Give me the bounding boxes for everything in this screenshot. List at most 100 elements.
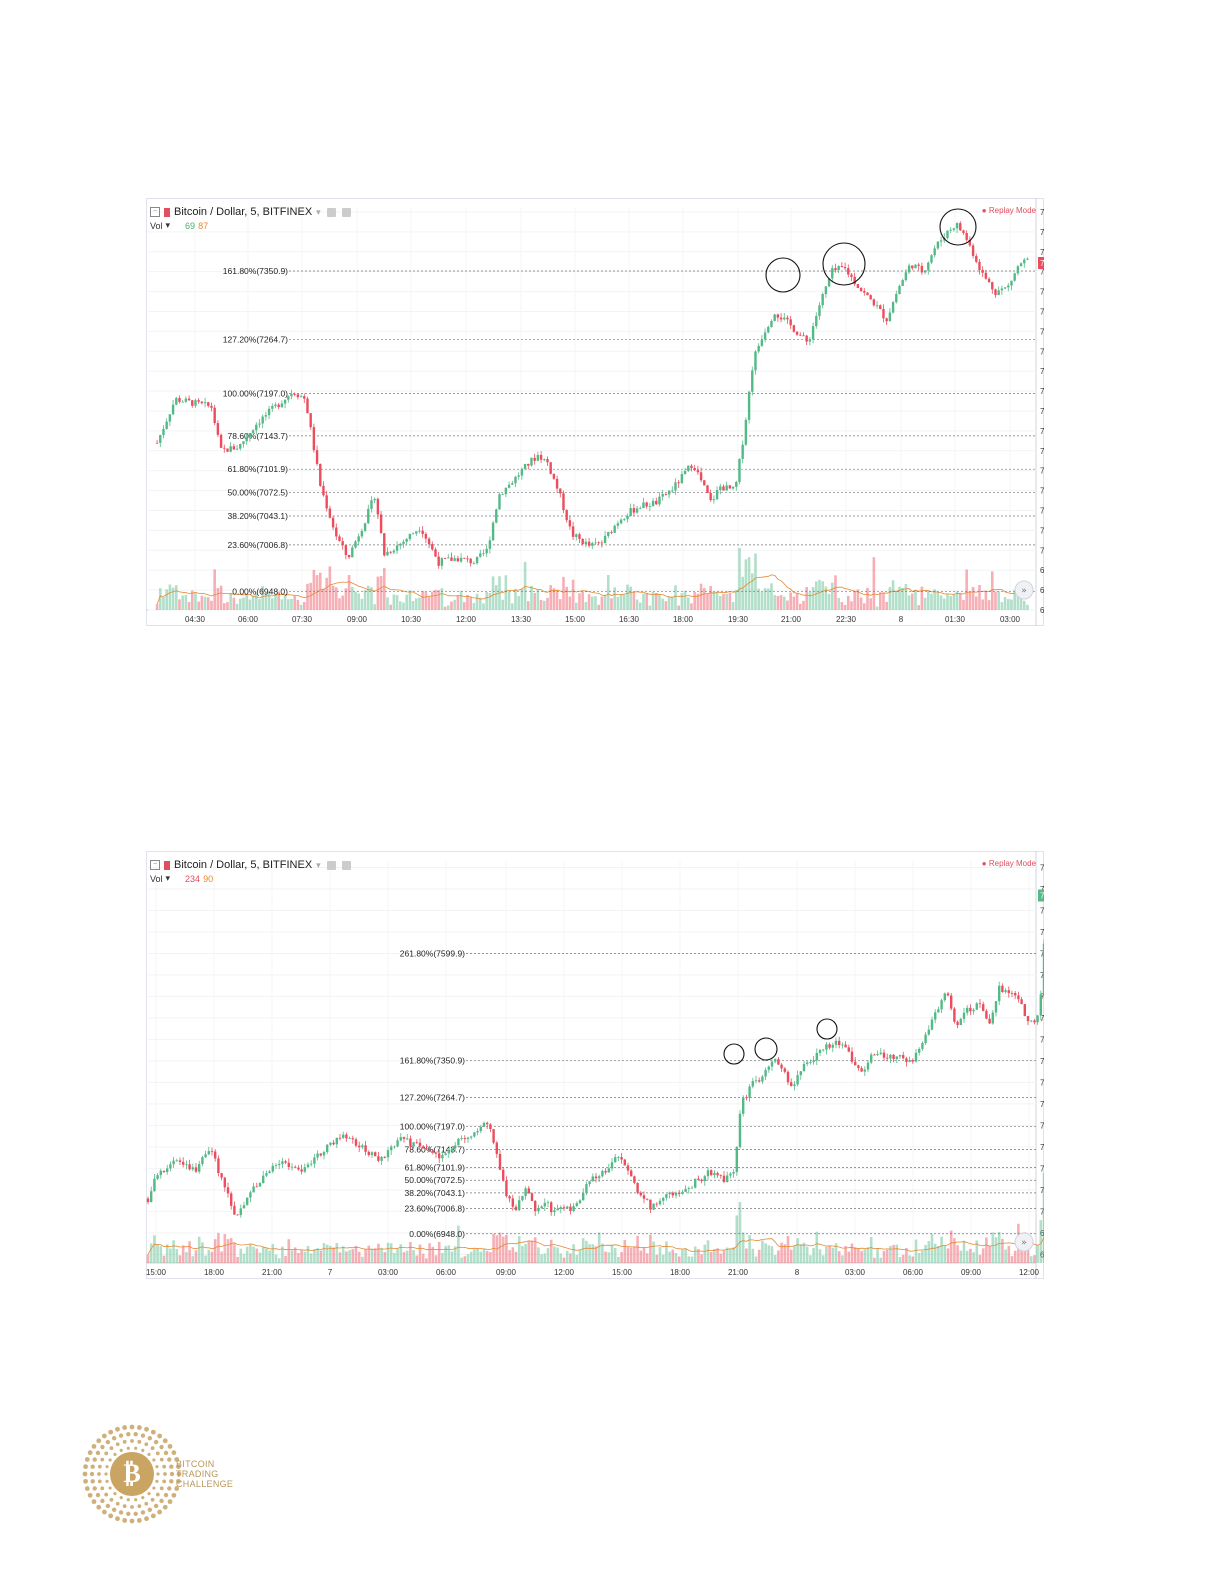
- volume-bar: [181, 1245, 185, 1263]
- candle-body: [808, 339, 812, 342]
- volume-bar: [575, 1254, 579, 1263]
- replay-mode-label[interactable]: ● Replay Mode: [981, 206, 1036, 215]
- volume-bar: [786, 600, 789, 610]
- candle-body: [953, 1008, 956, 1022]
- volume-bar: [274, 1254, 278, 1263]
- chevron-down-icon[interactable]: ▾: [165, 873, 171, 883]
- volume-bar: [546, 597, 549, 610]
- candle-body: [652, 1203, 655, 1210]
- candles: [146, 939, 1044, 1218]
- volume-bar: [478, 597, 482, 610]
- volume-bar: [969, 1248, 972, 1263]
- volume-bar: [334, 587, 338, 610]
- volume-bar: [757, 588, 760, 610]
- settings-icon[interactable]: [326, 207, 336, 217]
- volume-bar: [546, 1248, 550, 1263]
- volume-ma-line: [156, 574, 1028, 605]
- chevron-down-icon[interactable]: ▾: [165, 220, 171, 230]
- volume-bar: [476, 1248, 479, 1263]
- compare-icon[interactable]: [341, 207, 351, 217]
- volume-label[interactable]: Vol: [150, 220, 163, 231]
- candle-body: [939, 240, 943, 242]
- chevron-down-icon[interactable]: ▾: [316, 206, 321, 217]
- candle-body: [719, 1175, 722, 1177]
- volume-bar: [158, 588, 162, 610]
- candle-body: [207, 1151, 210, 1155]
- compare-icon[interactable]: [341, 860, 351, 870]
- candle-body: [424, 533, 428, 539]
- volume-bar: [233, 1242, 236, 1263]
- candle-body: [533, 457, 536, 461]
- volume-bar: [197, 601, 200, 610]
- candle-body: [482, 553, 485, 555]
- candle-body: [811, 326, 815, 340]
- volume-bar: [302, 602, 306, 610]
- symbol-title[interactable]: Bitcoin / Dollar, 5, BITFINEX: [174, 206, 313, 218]
- candle-body: [418, 530, 421, 532]
- candle-body: [239, 1208, 242, 1216]
- volume-bar: [380, 1247, 383, 1263]
- volume-bar: [622, 594, 626, 610]
- candle-body: [553, 1210, 556, 1213]
- volume-bar: [264, 593, 268, 610]
- collapse-icon[interactable]: −: [150, 860, 160, 870]
- candle-body: [859, 288, 863, 291]
- volume-bar: [968, 591, 972, 610]
- volume-bar: [187, 601, 191, 610]
- volume-bar: [347, 575, 351, 610]
- candle-body: [623, 1159, 626, 1166]
- candle-body: [841, 1044, 844, 1046]
- collapse-icon[interactable]: −: [150, 207, 160, 217]
- volume-bar: [463, 1256, 467, 1263]
- volume-bar: [975, 1240, 979, 1263]
- candle-body: [248, 433, 252, 438]
- candle-body: [428, 1148, 431, 1151]
- chevron-down-icon[interactable]: ▾: [316, 859, 321, 870]
- settings-icon[interactable]: [326, 860, 336, 870]
- candle-body: [1013, 273, 1016, 281]
- candle-body: [646, 1198, 649, 1200]
- volume-bar: [437, 590, 440, 610]
- candle-body: [742, 1097, 745, 1114]
- candle-body: [370, 500, 373, 509]
- candle-body: [303, 1167, 306, 1172]
- candle-body: [431, 544, 434, 550]
- volume-bar: [242, 1253, 246, 1263]
- x-tick-label: 18:00: [673, 615, 694, 624]
- volume-bar: [735, 1215, 739, 1263]
- volume-bar: [462, 602, 466, 610]
- volume-bar: [754, 553, 757, 610]
- candle-body: [876, 1054, 879, 1056]
- volume-bar: [818, 1249, 822, 1263]
- volume-bar: [219, 585, 223, 610]
- volume-bar: [239, 1248, 243, 1263]
- candle-body: [683, 470, 687, 474]
- volume-bar: [524, 1244, 527, 1263]
- volume-bar: [261, 1246, 265, 1263]
- candle-body: [534, 1200, 537, 1212]
- replay-mode-label[interactable]: ● Replay Mode: [981, 859, 1036, 868]
- flag-icon[interactable]: [164, 207, 170, 217]
- candle-body: [748, 1086, 751, 1098]
- candle-body: [1023, 259, 1026, 264]
- fib-level-label: 161.80%(7350.9): [400, 1056, 465, 1066]
- volume-bar: [686, 597, 690, 610]
- flag-icon[interactable]: [164, 860, 170, 870]
- volume-bar: [633, 1246, 636, 1263]
- candle-body: [514, 1206, 518, 1211]
- candle-body: [485, 548, 488, 554]
- candle-body: [895, 294, 898, 303]
- volume-bar: [658, 594, 661, 610]
- candle-body: [818, 1050, 822, 1053]
- symbol-title[interactable]: Bitcoin / Dollar, 5, BITFINEX: [174, 859, 313, 871]
- volume-bar: [862, 603, 866, 610]
- volume-bar: [994, 591, 997, 610]
- candle-body: [857, 1065, 860, 1069]
- candle-body: [584, 541, 588, 545]
- volume-bar: [188, 1241, 191, 1263]
- candle-body: [412, 1142, 415, 1147]
- candle-body: [838, 1040, 841, 1046]
- volume-label[interactable]: Vol: [150, 873, 163, 884]
- candle-body: [178, 398, 181, 402]
- volume-bar: [328, 566, 332, 610]
